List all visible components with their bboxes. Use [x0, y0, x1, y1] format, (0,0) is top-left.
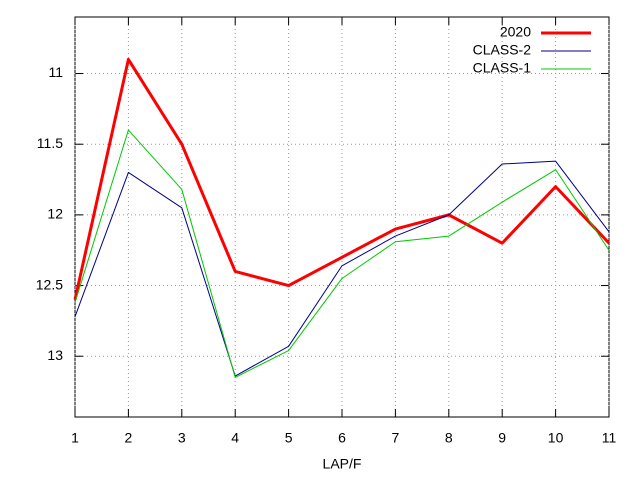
legend-label: CLASS-2: [473, 42, 532, 58]
x-tick-label: 4: [231, 430, 239, 446]
series-line: [74, 129, 610, 378]
y-tick-label: 12: [47, 206, 63, 222]
legend-label: 2020: [500, 24, 531, 40]
y-tick-label: 11: [48, 64, 63, 80]
y-tick-label: 13: [47, 347, 63, 363]
x-tick-label: 9: [498, 430, 506, 446]
y-tick-label: 11.5: [37, 135, 63, 151]
y-tick-label: 12.5: [36, 276, 63, 292]
x-tick-label: 3: [178, 430, 186, 446]
x-tick-label: 11: [602, 430, 617, 446]
series-line: [74, 160, 610, 377]
x-tick-label: 1: [71, 430, 79, 446]
x-tick-label: 6: [338, 430, 346, 446]
series-line: [73, 57, 611, 301]
x-tick-label: 5: [285, 430, 293, 446]
x-axis-label: LAP/F: [323, 456, 362, 472]
x-tick-label: 10: [548, 430, 564, 446]
x-tick-label: 7: [392, 430, 400, 446]
legend-label: CLASS-1: [473, 60, 532, 76]
x-tick-label: 8: [445, 430, 453, 446]
x-tick-label: 2: [125, 430, 133, 446]
